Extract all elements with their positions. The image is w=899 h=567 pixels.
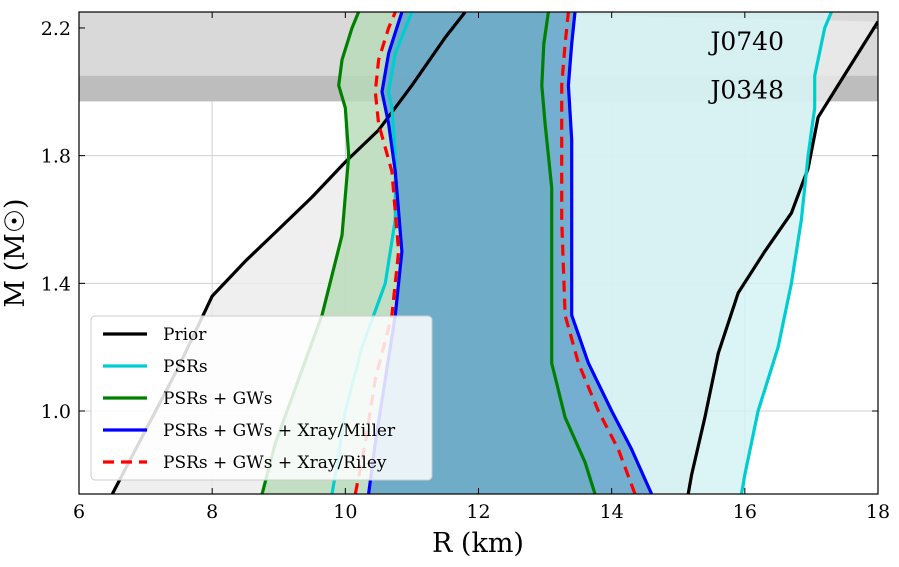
series-lines [110, 12, 878, 494]
axis-ticks: 6 8 10 12 14 16 18 1.0 1.4 1.8 2.2 [41, 12, 890, 523]
legend-label-psrs-gws: PSRs + GWs [163, 389, 272, 409]
legend-box [90, 315, 433, 481]
line-psrs-gws-xray-riley-right [560, 12, 637, 494]
line-psrs-gws-right [540, 12, 597, 494]
y-tick-label: 2.2 [41, 18, 71, 40]
y-tick-label: 1.0 [41, 401, 71, 423]
x-tick-label: 18 [866, 501, 890, 523]
line-psrs-right [739, 12, 833, 494]
legend-label-prior: Prior [163, 325, 207, 345]
y-axis-label: M (M☉) [0, 198, 31, 307]
x-tick-label: 6 [73, 501, 85, 523]
legend: Prior PSRs PSRs + GWs PSRs + GWs + Xray/Mil… [90, 315, 433, 481]
band-label-j0740: J0740 [707, 27, 784, 56]
legend-label-psrs: PSRs [163, 357, 208, 377]
legend-label-psrs-gws-xray-riley: PSRs + GWs + Xray/Riley [163, 453, 387, 473]
series-fills [112, 12, 878, 494]
band-labels: J0740 J0348 [707, 27, 784, 105]
legend-label-psrs-gws-xray-miller: PSRs + GWs + Xray/Miller [163, 421, 396, 441]
y-tick-label: 1.4 [41, 273, 71, 295]
line-psrs-gws-xray-miller-right [566, 12, 654, 494]
x-axis-label: R (km) [432, 528, 524, 559]
x-tick-label: 12 [466, 501, 490, 523]
x-tick-label: 8 [206, 501, 218, 523]
x-tick-label: 14 [600, 501, 624, 523]
x-tick-label: 16 [733, 501, 757, 523]
line-prior-right [686, 20, 878, 494]
band-label-j0348: J0348 [707, 76, 784, 105]
fill-psrs-gws-xray-miller [368, 12, 652, 494]
x-tick-label: 10 [333, 501, 357, 523]
y-tick-label: 1.8 [41, 146, 71, 168]
